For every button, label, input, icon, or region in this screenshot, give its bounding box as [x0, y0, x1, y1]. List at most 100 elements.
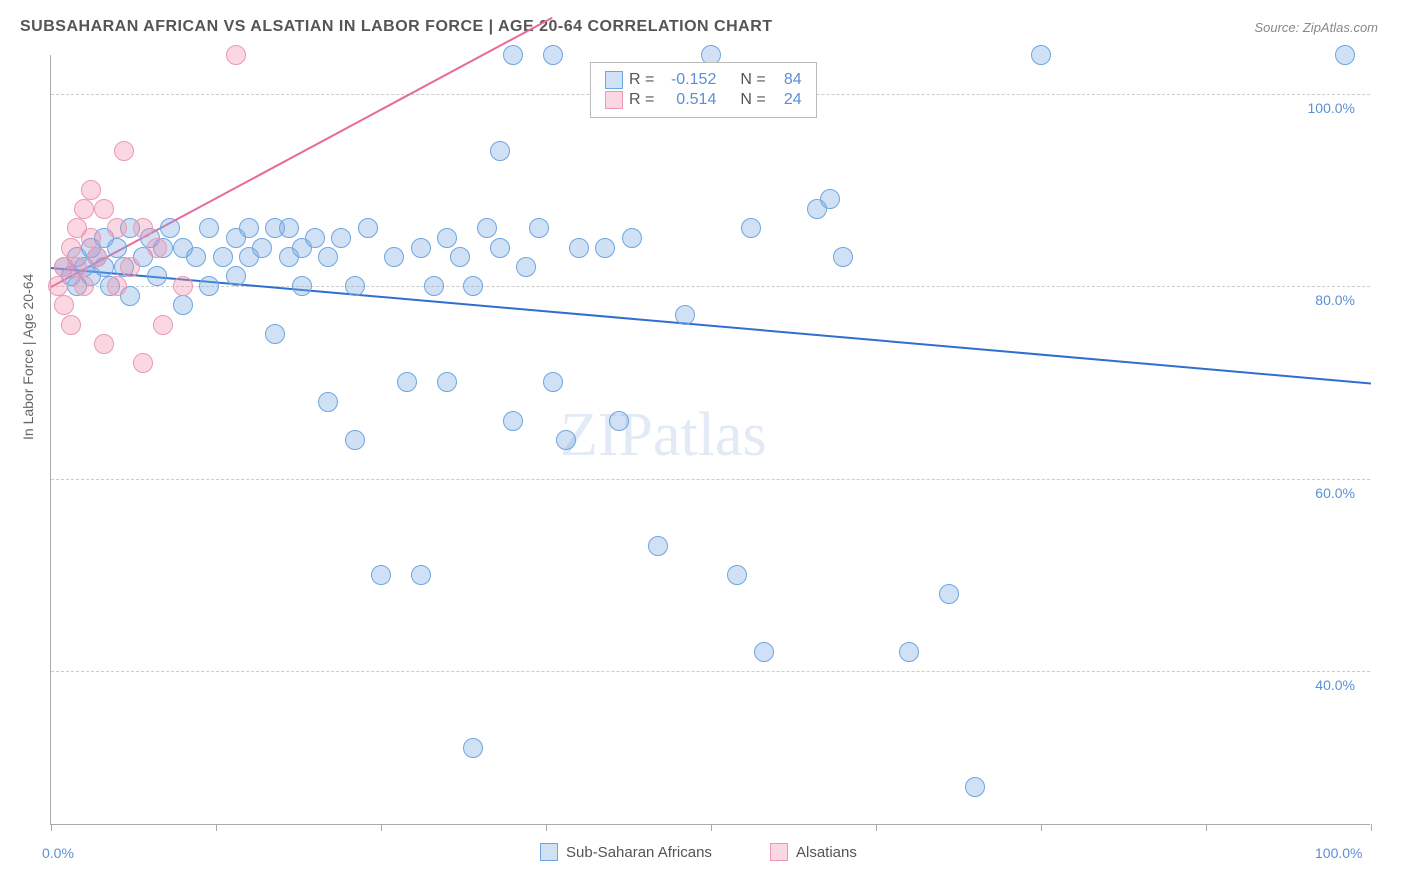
data-point	[226, 45, 246, 65]
x-tick	[876, 824, 877, 831]
data-point	[965, 777, 985, 797]
y-tick-label: 40.0%	[1295, 677, 1355, 693]
data-point	[160, 218, 180, 238]
data-point	[371, 565, 391, 585]
data-point	[199, 276, 219, 296]
legend-r-label: R =	[629, 91, 654, 109]
data-point	[622, 228, 642, 248]
legend-r-value: -0.152	[660, 71, 716, 89]
data-point	[529, 218, 549, 238]
legend-r-label: R =	[629, 71, 654, 89]
x-tick	[1371, 824, 1372, 831]
y-tick-label: 100.0%	[1295, 100, 1355, 116]
chart-title: SUBSAHARAN AFRICAN VS ALSATIAN IN LABOR …	[20, 18, 773, 36]
x-tick	[381, 824, 382, 831]
data-point	[411, 565, 431, 585]
data-point	[120, 257, 140, 277]
data-point	[595, 238, 615, 258]
y-tick-label: 60.0%	[1295, 485, 1355, 501]
data-point	[61, 238, 81, 258]
series-legend-item: Alsatians	[770, 843, 857, 861]
data-point	[107, 218, 127, 238]
data-point	[133, 218, 153, 238]
correlation-legend: R = -0.152 N = 84 R = 0.514 N = 24	[590, 62, 817, 118]
data-point	[345, 430, 365, 450]
data-point	[153, 315, 173, 335]
data-point	[173, 276, 193, 296]
data-point	[48, 276, 68, 296]
data-point	[450, 247, 470, 267]
data-point	[490, 141, 510, 161]
data-point	[384, 247, 404, 267]
data-point	[437, 228, 457, 248]
data-point	[833, 247, 853, 267]
data-point	[94, 199, 114, 219]
data-point	[147, 266, 167, 286]
trend-line	[51, 267, 1371, 384]
data-point	[556, 430, 576, 450]
data-point	[74, 276, 94, 296]
data-point	[503, 411, 523, 431]
legend-n-value: 84	[772, 71, 802, 89]
series-legend-item: Sub-Saharan Africans	[540, 843, 712, 861]
legend-row: R = 0.514 N = 24	[605, 91, 802, 109]
data-point	[87, 247, 107, 267]
legend-swatch	[770, 843, 788, 861]
data-point	[727, 565, 747, 585]
data-point	[397, 372, 417, 392]
x-tick	[711, 824, 712, 831]
data-point	[186, 247, 206, 267]
x-tick-label: 100.0%	[1315, 845, 1362, 861]
data-point	[463, 276, 483, 296]
data-point	[107, 276, 127, 296]
data-point	[754, 642, 774, 662]
data-point	[648, 536, 668, 556]
data-point	[503, 45, 523, 65]
data-point	[1335, 45, 1355, 65]
gridline	[51, 479, 1370, 480]
legend-series-label: Sub-Saharan Africans	[566, 844, 712, 861]
y-axis-label: In Labor Force | Age 20-64	[20, 274, 36, 440]
data-point	[345, 276, 365, 296]
data-point	[899, 642, 919, 662]
gridline	[51, 671, 1370, 672]
x-tick	[546, 824, 547, 831]
data-point	[305, 228, 325, 248]
data-point	[543, 372, 563, 392]
data-point	[173, 295, 193, 315]
data-point	[411, 238, 431, 258]
data-point	[81, 180, 101, 200]
x-tick	[216, 824, 217, 831]
legend-n-label: N =	[740, 91, 765, 109]
legend-swatch	[540, 843, 558, 861]
data-point	[279, 218, 299, 238]
data-point	[741, 218, 761, 238]
data-point	[516, 257, 536, 277]
data-point	[74, 199, 94, 219]
data-point	[265, 324, 285, 344]
data-point	[569, 238, 589, 258]
source-attribution: Source: ZipAtlas.com	[1254, 20, 1378, 35]
data-point	[477, 218, 497, 238]
legend-series-label: Alsatians	[796, 844, 857, 861]
data-point	[226, 266, 246, 286]
data-point	[1031, 45, 1051, 65]
data-point	[939, 584, 959, 604]
data-point	[67, 257, 87, 277]
data-point	[424, 276, 444, 296]
data-point	[490, 238, 510, 258]
data-point	[437, 372, 457, 392]
data-point	[543, 45, 563, 65]
data-point	[213, 247, 233, 267]
legend-n-label: N =	[740, 71, 765, 89]
x-tick	[51, 824, 52, 831]
data-point	[675, 305, 695, 325]
legend-r-value: 0.514	[660, 91, 716, 109]
data-point	[107, 238, 127, 258]
legend-n-value: 24	[772, 91, 802, 109]
data-point	[147, 238, 167, 258]
plot-area	[50, 55, 1370, 825]
data-point	[820, 189, 840, 209]
data-point	[199, 218, 219, 238]
legend-row: R = -0.152 N = 84	[605, 71, 802, 89]
